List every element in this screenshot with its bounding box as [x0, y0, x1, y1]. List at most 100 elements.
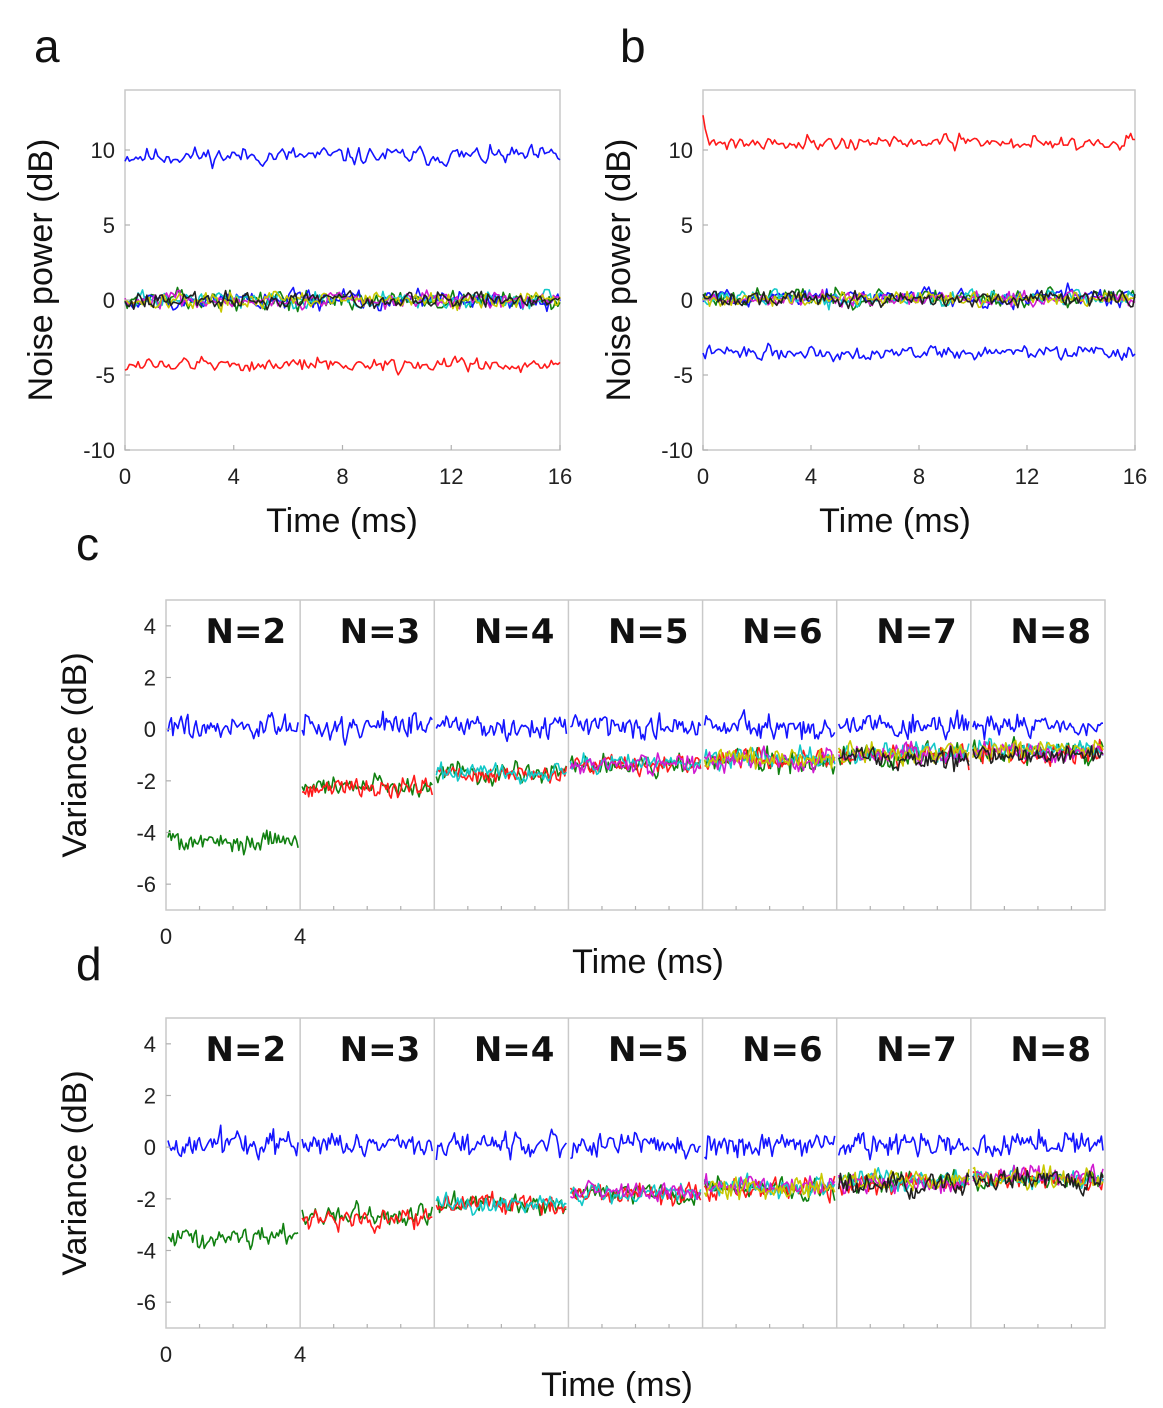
panel-a-series: [124, 143, 561, 376]
panel-c-ytick-label: -4: [136, 821, 156, 846]
panel-a-chart: -10 -5 0 5 10 0 4 8 12 16 Time (ms) Noise power (…: [22, 89, 572, 540]
panel-letter-d: d: [76, 938, 102, 990]
panel-c-dividers: [299, 600, 972, 910]
panel-d-xtick-label: 4: [294, 1342, 306, 1367]
panel-d-ytick-label: 4: [144, 1032, 156, 1057]
panel-a-series-upper: [124, 143, 561, 170]
panel-c-xtick-label: 4: [294, 924, 306, 949]
panel-d-group-labels: N=2 N=3 N=4 N=5 N=6 N=7 N=8: [206, 1030, 1091, 1070]
panel-b-ylabel: Noise power (dB): [600, 139, 638, 402]
panel-c-N6-series-blue: [703, 709, 836, 741]
panel-d-N6-series-blue: [703, 1133, 836, 1160]
panel-c-N6-series-magenta: [703, 745, 836, 774]
panel-b-ytick-label: -10: [661, 438, 693, 463]
panel-c-ytick-label: -2: [136, 769, 156, 794]
panel-d-dividers: [299, 1018, 972, 1328]
panel-c-N4-series-cyan: [435, 761, 568, 785]
panel-letter-a: a: [34, 20, 60, 72]
panel-a-ytick-label: 5: [103, 213, 115, 238]
panel-b-xtick-label: 12: [1015, 464, 1039, 489]
panel-b-ticks: -10 -5 0 5 10 0 4 8 12 16: [661, 138, 1147, 489]
panel-c-chart: -6 -4 -2 0 2 4 0 4 N=2 N=3 N=4 N=5 N=6 N=7 N=8 Time (…: [56, 599, 1106, 981]
panel-a-xtick-label: 12: [439, 464, 463, 489]
panel-c-N8-series-black: [972, 745, 1104, 765]
panel-c-N3-series-red: [302, 774, 434, 799]
panel-d-N3-series-green: [301, 1200, 434, 1227]
panel-d-ytick-label: 0: [144, 1135, 156, 1160]
panel-c-group-label: N=3: [340, 612, 421, 652]
panel-b-xtick-label: 0: [697, 464, 709, 489]
panel-c-series: [167, 709, 1104, 856]
panel-a-ytick-label: -10: [83, 438, 115, 463]
panel-c-N8-series-blue: [972, 713, 1103, 741]
panel-d-series: [167, 1124, 1104, 1251]
panel-c-N7-series-black: [838, 745, 970, 773]
panel-d-xtick-label: 0: [160, 1342, 172, 1367]
panel-d-N7-series-black: [837, 1171, 970, 1200]
panel-c-group-label: N=4: [474, 612, 555, 652]
panel-c-xtick-label: 0: [160, 924, 172, 949]
panel-c-N5-series-magenta: [569, 752, 701, 777]
panel-d-ytick-label: -6: [136, 1290, 156, 1315]
panel-c-ytick-label: -6: [136, 872, 156, 897]
panel-b-xtick-label: 8: [913, 464, 925, 489]
panel-letter-c: c: [76, 518, 99, 570]
panel-d-N3-series-blue: [301, 1132, 434, 1158]
panel-b-series-upper: [702, 115, 1135, 152]
panel-d-N3-series-red: [301, 1208, 433, 1234]
panel-a-xtick-label: 4: [228, 464, 240, 489]
panel-d-xlabel: Time (ms): [541, 1366, 693, 1404]
panel-b-xlabel: Time (ms): [819, 502, 971, 540]
panel-d-N2-series-blue: [167, 1124, 299, 1161]
panel-c-ytick-label: 2: [144, 666, 156, 691]
panel-letter-b: b: [620, 20, 646, 72]
panel-c-group-label: N=5: [608, 612, 689, 652]
panel-c-ylabel: Variance (dB): [56, 652, 94, 857]
panel-a-ytick-label: -5: [95, 363, 115, 388]
panel-c-N7-series-blue: [837, 709, 970, 741]
panel-d-N8-series-blue: [972, 1128, 1104, 1158]
panel-b-ytick-label: -5: [673, 363, 693, 388]
panel-d-group-label: N=8: [1010, 1030, 1091, 1070]
panel-a-ticks: -10 -5 0 5 10 0 4 8 12 16: [83, 138, 572, 489]
panel-c-group-label: N=8: [1010, 612, 1091, 652]
panel-d-group-label: N=3: [340, 1030, 421, 1070]
panel-a-frame: [124, 89, 561, 451]
panel-c-N6-series-yellow: [703, 746, 836, 770]
panel-b-ytick-label: 5: [681, 213, 693, 238]
panel-b-chart: -10 -5 0 5 10 0 4 8 12 16 Time (ms) Noise power (…: [600, 89, 1147, 540]
panel-d-N5-series-blue: [570, 1131, 702, 1160]
panel-c-N4-series-red: [435, 766, 568, 784]
panel-d-N4-series-blue: [435, 1128, 568, 1161]
panel-b-series-mode-3: [702, 288, 1136, 311]
panel-b-series-reference: [702, 342, 1136, 363]
panel-d-ytick-label: -2: [136, 1187, 156, 1212]
panel-c-N2-series-blue: [167, 711, 299, 740]
panel-c-group-label: N=7: [876, 612, 957, 652]
panel-c-N5-series-blue: [570, 712, 702, 741]
panel-a-xtick-label: 16: [548, 464, 572, 489]
panel-d-N5-series-magenta: [569, 1179, 702, 1203]
panel-b-series: [702, 115, 1136, 363]
panel-c-ticks: -6 -4 -2 0 2 4 0 4: [136, 614, 1073, 949]
panel-d-group-label: N=2: [206, 1030, 287, 1070]
panel-d-N2-series-green: [167, 1222, 299, 1251]
panel-c-N4-series-blue: [435, 715, 568, 743]
panel-b-series-mode-6: [702, 289, 1136, 310]
panel-c-group-label: N=6: [742, 612, 823, 652]
panel-b-xtick-label: 4: [805, 464, 817, 489]
panel-c-N3-series-blue: [301, 710, 433, 746]
panel-b-ytick-label: 10: [669, 138, 693, 163]
panel-a-series-mode-6: [124, 289, 561, 311]
panel-d-group-label: N=4: [474, 1030, 555, 1070]
panel-c-ytick-label: 4: [144, 614, 156, 639]
panel-d-ticks: -6 -4 -2 0 2 4 0 4: [136, 1032, 1073, 1367]
panel-a-xtick-label: 8: [336, 464, 348, 489]
panel-c-group-labels: N=2 N=3 N=4 N=5 N=6 N=7 N=8: [206, 612, 1091, 652]
panel-d-ytick-label: -4: [136, 1239, 156, 1264]
panel-a-series-reference: [124, 355, 561, 376]
panel-b-frame: [702, 89, 1136, 451]
panel-c-group-label: N=2: [206, 612, 287, 652]
panel-a-xtick-label: 0: [119, 464, 131, 489]
